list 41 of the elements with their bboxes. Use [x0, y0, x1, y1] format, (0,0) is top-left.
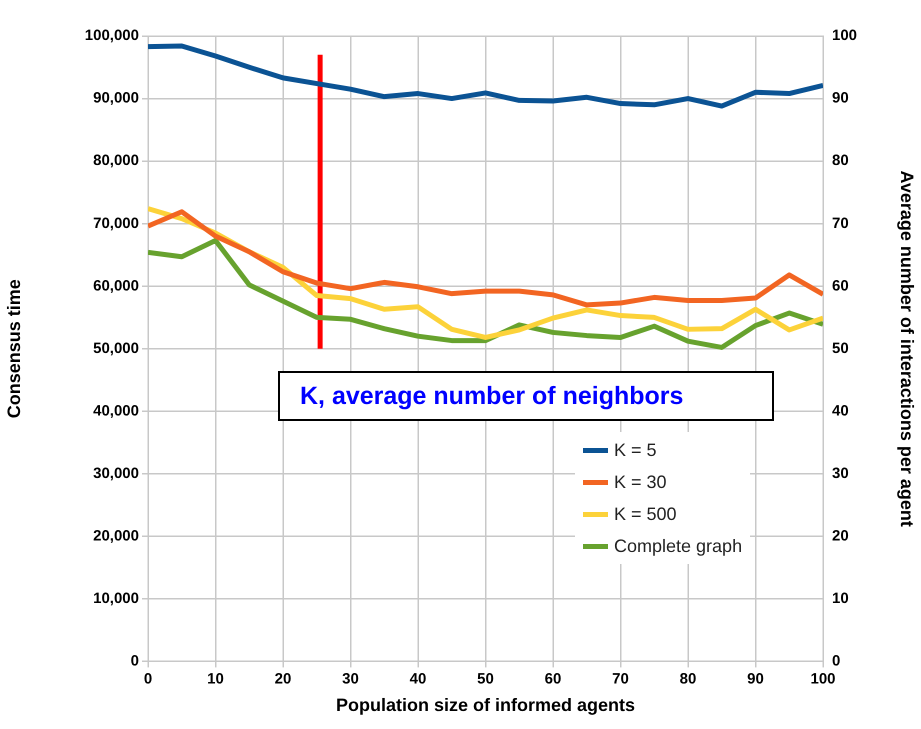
x-axis-title: Population size of informed agents — [336, 695, 636, 716]
y-tick-label: 50,000 — [93, 340, 139, 357]
y-tick-label: 30,000 — [93, 464, 139, 482]
y2-tick-label: 70 — [832, 214, 849, 232]
y2-tick-label: 30 — [832, 464, 849, 482]
legend-label: K = 30 — [614, 472, 667, 492]
y-tick-label: 100,000 — [84, 27, 139, 44]
y2-axis-title: Average number of interactions per agent — [897, 170, 918, 527]
y2-tick-label: 100 — [832, 27, 858, 44]
y2-tick-label: 20 — [832, 527, 849, 544]
x-tick-label: 0 — [144, 670, 152, 688]
y2-tick-label: 90 — [832, 90, 849, 107]
y2-tick-label: 80 — [832, 152, 849, 170]
x-tick-label: 90 — [747, 670, 764, 688]
legend-label: K = 500 — [614, 504, 677, 524]
legend-label: Complete graph — [614, 536, 742, 556]
y-tick-label: 60,000 — [93, 277, 139, 294]
x-tick-label: 60 — [544, 670, 562, 688]
y-tick-label: 80,000 — [93, 152, 139, 170]
x-tick-label: 50 — [477, 670, 494, 688]
y2-tick-label: 60 — [832, 277, 849, 294]
x-tick-label: 70 — [612, 670, 629, 688]
y-tick-label: 70,000 — [93, 214, 139, 232]
y2-tick-label: 10 — [832, 590, 849, 607]
y-axis-title: Consensus time — [4, 279, 24, 418]
x-tick-label: 10 — [207, 670, 224, 688]
y2-tick-label: 0 — [832, 652, 840, 670]
x-tick-label: 20 — [274, 670, 292, 688]
y-tick-label: 0 — [130, 652, 139, 670]
y-tick-label: 10,000 — [93, 590, 139, 607]
y2-tick-label: 40 — [832, 402, 849, 420]
legend-label: K = 5 — [614, 440, 657, 460]
y-tick-label: 20,000 — [93, 527, 139, 544]
x-tick-label: 80 — [680, 670, 696, 688]
text-frame: K, average number of neighbors — [278, 371, 774, 421]
y-tick-label: 90,000 — [93, 90, 139, 107]
y-tick-label: 40,000 — [93, 402, 139, 420]
y2-tick-label: 50 — [832, 340, 849, 357]
x-tick-label: 100 — [810, 670, 836, 688]
x-tick-label: 40 — [410, 670, 426, 688]
x-tick-label: 30 — [342, 670, 359, 688]
